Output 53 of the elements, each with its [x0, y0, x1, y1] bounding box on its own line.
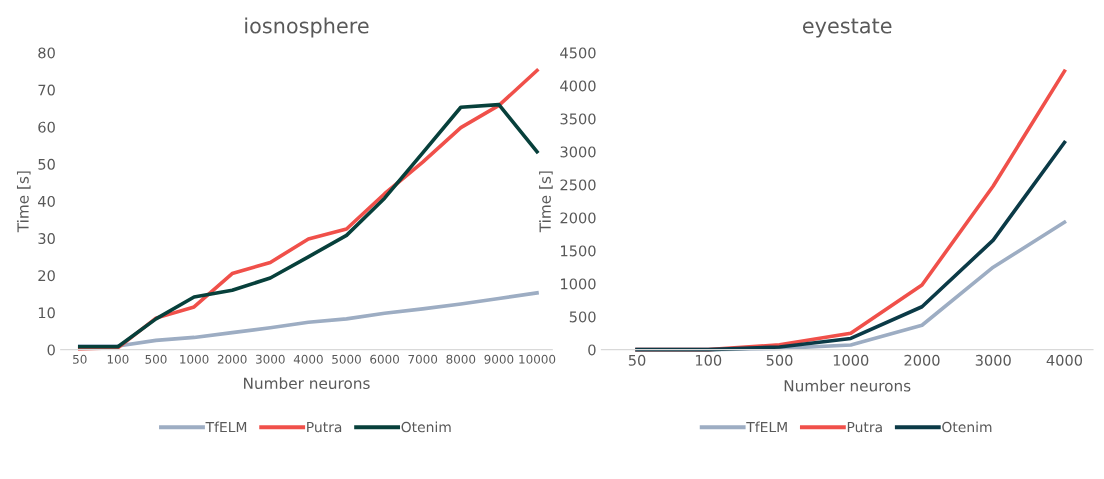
- x-tick-label: 50: [73, 354, 87, 364]
- y-tick-label: 0: [47, 344, 55, 356]
- y-tick-label: 30: [38, 233, 55, 245]
- x-tick-label: 9000: [484, 354, 514, 364]
- x-tick-label: 1000: [180, 354, 209, 364]
- y-tick-label: 40: [38, 195, 55, 207]
- x-tick-label: 3000: [975, 354, 1011, 366]
- x-tick-label: 3000: [256, 354, 285, 364]
- y-tick-label: 70: [38, 84, 55, 96]
- y-tick-label: 2000: [560, 212, 596, 224]
- x-tick-label: 500: [145, 354, 167, 364]
- chart-title: eyestate: [802, 18, 892, 38]
- x-tick-label: 100: [695, 354, 722, 366]
- y-tick-label: 4500: [560, 47, 596, 59]
- legend-label: Putra: [847, 421, 882, 433]
- x-tick-label: 8000: [446, 354, 476, 364]
- y-tick-label: 1500: [561, 245, 596, 257]
- x-axis-title: Number neurons: [784, 379, 911, 392]
- y-axis-title: Time [s]: [16, 171, 31, 233]
- x-tick-label: 2000: [904, 354, 940, 366]
- y-tick-label: 3000: [560, 146, 596, 158]
- x-tick-label: 4000: [293, 354, 323, 364]
- legend-label: Otenim: [401, 421, 451, 433]
- y-tick-label: 3500: [560, 113, 596, 125]
- x-tick-label: 500: [766, 354, 793, 366]
- y-tick-label: 50: [38, 158, 55, 170]
- y-tick-label: 20: [38, 270, 55, 282]
- y-tick-label: 2500: [560, 179, 596, 191]
- legend-label: TfELM: [205, 421, 247, 433]
- x-tick-label: 7000: [408, 354, 438, 364]
- x-tick-label: 5000: [332, 354, 361, 364]
- y-tick-label: 60: [38, 121, 55, 133]
- y-tick-label: 80: [38, 47, 55, 59]
- x-tick-label: 6000: [370, 354, 400, 364]
- x-axis-title: Number neurons: [244, 377, 370, 390]
- x-tick-label: 10000: [519, 354, 556, 364]
- y-tick-label: 10: [38, 307, 55, 319]
- legend-label: Putra: [307, 421, 342, 433]
- line-series: [77, 291, 539, 348]
- chart-title: iosnosphere: [245, 17, 369, 38]
- y-tick-label: 1000: [561, 278, 596, 290]
- line-series: [635, 140, 1067, 352]
- y-tick-label: 4000: [560, 80, 596, 92]
- legend-label: TfELM: [746, 421, 787, 433]
- x-tick-label: 100: [107, 354, 129, 364]
- y-tick-label: 0: [588, 344, 596, 356]
- x-tick-label: 1000: [833, 354, 869, 366]
- legend-label: Otenim: [942, 421, 992, 433]
- x-tick-label: 4000: [1046, 354, 1083, 366]
- y-tick-label: 500: [569, 311, 596, 323]
- x-tick-label: 50: [628, 354, 646, 366]
- y-axis-title: Time [s]: [539, 171, 553, 233]
- x-tick-label: 2000: [217, 354, 247, 364]
